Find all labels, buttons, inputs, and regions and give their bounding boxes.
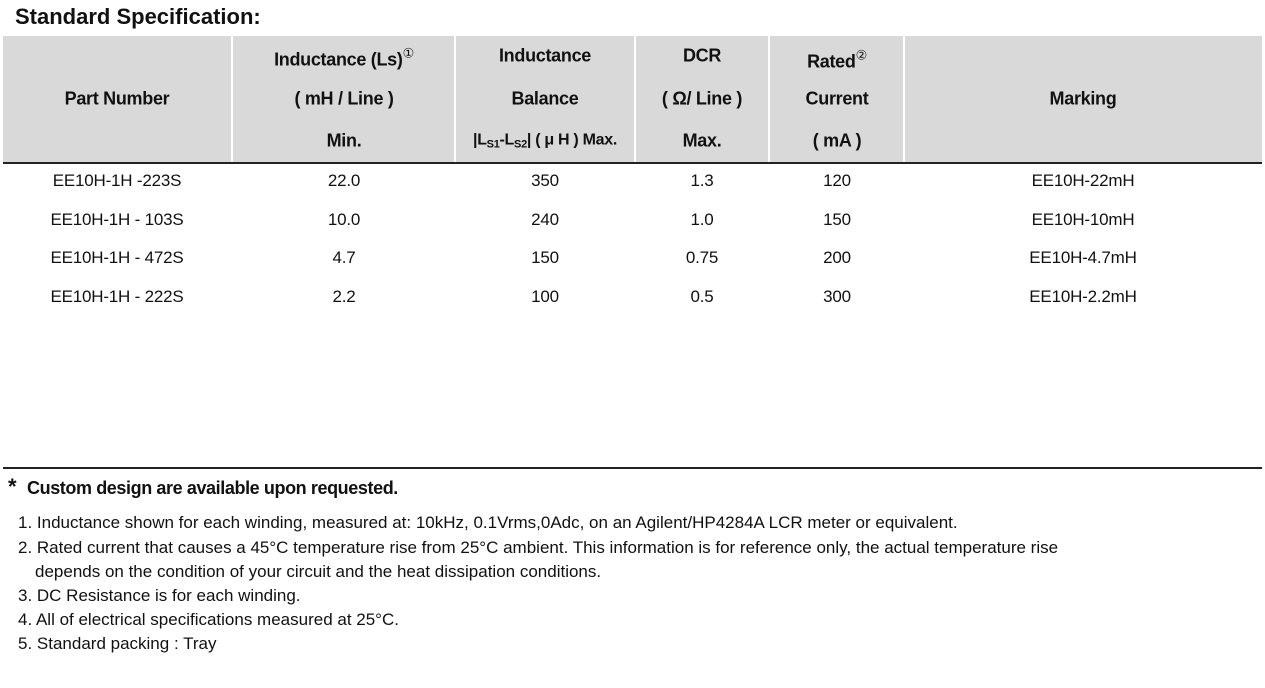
table-cell: EE10H-1H -223S — [52, 171, 182, 190]
table-cell: 0.75 — [685, 248, 719, 267]
header-cell: ( mA ) — [812, 130, 862, 151]
header-cell: DCR — [682, 45, 722, 66]
header-text: Inductance (Ls) — [274, 49, 403, 70]
table-cell: EE10H-22mH — [1031, 171, 1135, 190]
table-cell: 150 — [823, 210, 851, 229]
column-separator — [454, 36, 456, 163]
table-cell: EE10H-1H - 222S — [50, 287, 184, 306]
note: 2. Rated current that causes a 45°C temp… — [18, 538, 1059, 557]
asterisk: * — [8, 474, 17, 499]
header-cell: Part Number — [64, 88, 170, 109]
column-separator — [231, 36, 233, 163]
note: 4. All of electrical specifications meas… — [18, 610, 399, 629]
table-cell: 0.5 — [690, 287, 714, 306]
table-cell: 10.0 — [327, 210, 361, 229]
table-cell: 1.0 — [690, 210, 714, 229]
header-cell: Balance — [511, 88, 579, 109]
header-text: |L — [473, 131, 487, 149]
header-cell: Max. — [682, 130, 722, 151]
note: depends on the condition of your circuit… — [35, 562, 602, 581]
header-cell: Rated② — [807, 48, 867, 73]
table-cell: 200 — [823, 248, 851, 267]
header-cell: |LS1-LS2| ( μ H ) Max. — [473, 132, 617, 151]
column-separator — [903, 36, 905, 163]
header-text: | ( μ H ) Max. — [526, 131, 617, 149]
title: Standard Specification: — [15, 4, 261, 29]
table-cell: 22.0 — [327, 171, 361, 190]
note: 1. Inductance shown for each winding, me… — [18, 513, 958, 532]
table-cell: EE10H-1H - 103S — [50, 210, 184, 229]
header-cell: Inductance — [498, 45, 592, 66]
header-cell: Marking — [1049, 88, 1117, 109]
footnote-mark: ① — [402, 45, 415, 61]
header-text: Rated — [807, 51, 856, 72]
table-cell: 1.3 — [690, 171, 714, 190]
header-cell: Min. — [326, 130, 362, 151]
note: 3. DC Resistance is for each winding. — [18, 586, 301, 605]
table-cell: 240 — [531, 210, 559, 229]
table-cell: EE10H-10mH — [1031, 210, 1135, 229]
table-cell: 150 — [531, 248, 559, 267]
table-cell: EE10H-4.7mH — [1029, 248, 1137, 267]
custom-note: Custom design are available upon request… — [27, 478, 398, 498]
table-cell: EE10H-2.2mH — [1029, 287, 1137, 306]
footer-rule — [3, 467, 1262, 469]
header-text: -L — [499, 131, 515, 149]
header-cell: Current — [805, 88, 869, 109]
footnote-mark: ② — [855, 47, 868, 63]
subscript: S2 — [514, 138, 527, 151]
column-separator — [634, 36, 636, 163]
header-cell: Inductance (Ls)① — [274, 46, 414, 71]
header-band — [3, 36, 1262, 163]
table-cell: 300 — [823, 287, 851, 306]
header-cell: ( Ω/ Line ) — [661, 88, 743, 109]
table-cell: 2.2 — [332, 287, 356, 306]
header-rule — [3, 162, 1262, 164]
table-cell: 4.7 — [332, 248, 356, 267]
note: 5. Standard packing : Tray — [18, 634, 217, 653]
header-cell: ( mH / Line ) — [294, 88, 394, 109]
subscript: S1 — [486, 138, 500, 151]
table-cell: EE10H-1H - 472S — [50, 248, 184, 267]
table-cell: 100 — [531, 287, 559, 306]
column-separator — [768, 36, 770, 163]
table-cell: 350 — [531, 171, 559, 190]
table-cell: 120 — [823, 171, 851, 190]
